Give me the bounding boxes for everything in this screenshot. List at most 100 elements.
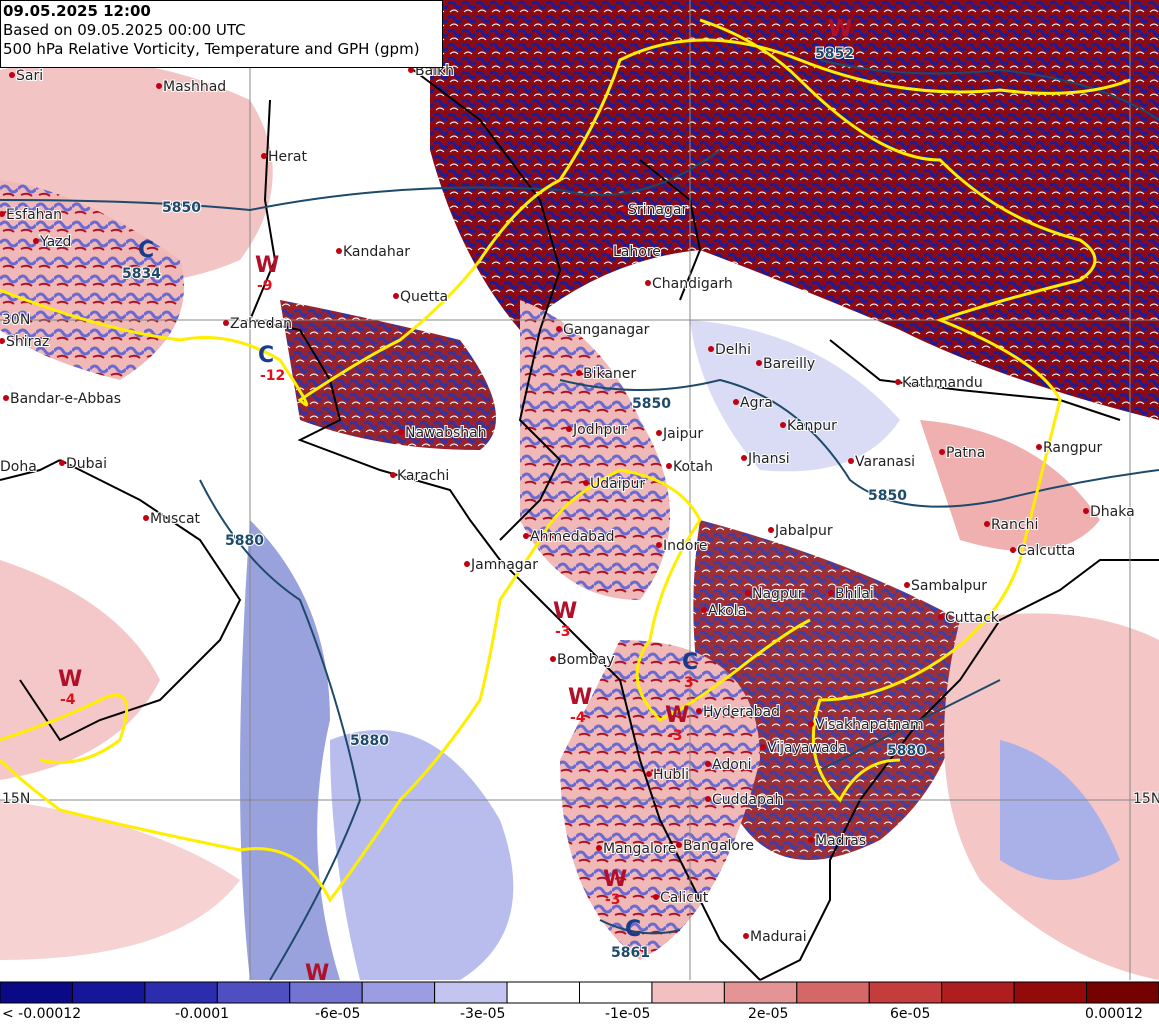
city-label: Ranchi — [991, 517, 1038, 533]
marker-letter: W — [603, 867, 627, 892]
gph-contours — [0, 59, 1159, 981]
city-dot — [743, 933, 749, 939]
marker-letter: W — [665, 703, 689, 728]
city-label: Quetta — [400, 289, 448, 305]
marker-value: -12 — [260, 368, 285, 384]
city-label: Kandahar — [343, 244, 410, 260]
city-dot — [408, 67, 414, 73]
city-dot — [606, 248, 612, 254]
marker-value: -3 — [605, 892, 621, 908]
city-label: Bombay — [557, 652, 615, 668]
city-label: Sambalpur — [911, 578, 987, 594]
city-dot — [741, 455, 747, 461]
city-dot — [984, 521, 990, 527]
city-label: Mashhad — [163, 79, 226, 95]
contour-label: 5880 — [225, 533, 264, 549]
marker-value: -4 — [60, 692, 76, 708]
city-label: Chandigarh — [652, 276, 733, 292]
colorbar-swatch — [434, 981, 508, 1004]
city-dot — [1010, 547, 1016, 553]
city-label: Ganganagar — [563, 322, 650, 338]
city-label: Jodhpur — [572, 422, 627, 438]
colorbar-swatch — [216, 981, 291, 1004]
city-dot — [828, 590, 834, 596]
contour-label: 5850 — [632, 396, 671, 412]
city-label: Jaipur — [662, 426, 703, 442]
city-dot — [464, 561, 470, 567]
city-label: Mangalore — [603, 841, 677, 857]
city-dot — [390, 472, 396, 478]
grid-label: 30N — [2, 312, 30, 328]
city-label: Udaipur — [590, 476, 645, 492]
city-dot — [780, 422, 786, 428]
colorbar-swatch — [361, 981, 436, 1004]
city-dot — [696, 708, 702, 714]
city-dot — [895, 379, 901, 385]
marker-value: -3 — [555, 624, 571, 640]
city-label: Shiraz — [6, 334, 49, 350]
city-dot — [701, 607, 707, 613]
colorbar-label: -6e-05 — [315, 1006, 360, 1022]
city-dot — [848, 458, 854, 464]
city-label: Delhi — [715, 342, 751, 358]
grid — [0, 0, 1159, 980]
city-dot — [808, 721, 814, 727]
city-label: Herat — [268, 149, 307, 165]
colorbar-swatch — [0, 981, 73, 1004]
city-dot — [576, 370, 582, 376]
map-labels: SariMashhadBalkhHeratEsfahanYazdKandahar… — [0, 17, 1159, 986]
colorbar-swatch — [723, 981, 798, 1004]
city-dot — [393, 293, 399, 299]
header: 09.05.2025 12:00 Based on 09.05.2025 00:… — [0, 0, 443, 68]
city-label: Varanasi — [855, 454, 915, 470]
city-dot — [939, 449, 945, 455]
contour-label: 5852 — [815, 46, 854, 62]
colorbar-swatch — [579, 981, 653, 1004]
city-dot — [708, 346, 714, 352]
city-label: Jhansi — [747, 451, 790, 467]
city-dot — [0, 211, 5, 217]
city-label: Madras — [815, 833, 866, 849]
city-dot — [566, 426, 572, 432]
city-dot — [261, 153, 267, 159]
city-label: Dubai — [66, 456, 107, 472]
city-label: Doha — [0, 459, 37, 475]
city-label: Muscat — [150, 511, 201, 527]
city-label: Dhaka — [1090, 504, 1135, 520]
marker-value: -9 — [257, 278, 273, 294]
grid-label: 15N — [1133, 791, 1159, 807]
colorbar-label: 0.00012 — [1085, 1006, 1143, 1022]
marker-value: 3 — [684, 675, 694, 691]
city-label: Yazd — [39, 234, 71, 250]
city-dot — [656, 542, 662, 548]
city-dot — [768, 527, 774, 533]
colorbar-swatch — [144, 981, 218, 1004]
header-title: 500 hPa Relative Vorticity, Temperature … — [3, 40, 420, 58]
colorbar-label: 6e-05 — [890, 1006, 930, 1022]
contour-label: 5880 — [887, 743, 926, 759]
city-label: Lahore — [613, 244, 661, 260]
city-dot — [760, 744, 766, 750]
city-label: Indore — [663, 538, 708, 554]
city-label: Bhilai — [835, 586, 874, 602]
grid-label: 15N — [2, 791, 30, 807]
city-dot — [0, 338, 5, 344]
city-dot — [59, 460, 65, 466]
city-label: Calicut — [660, 890, 709, 906]
temperature-contours — [0, 18, 1131, 903]
city-dot — [733, 399, 739, 405]
city-dot — [223, 320, 229, 326]
city-dot — [756, 360, 762, 366]
city-dot — [596, 845, 602, 851]
colorbar-swatch — [941, 981, 1015, 1004]
city-dot — [621, 206, 627, 212]
colorbar-label: -3e-05 — [460, 1006, 505, 1022]
colorbar-label: -1e-05 — [605, 1006, 650, 1022]
city-dot — [9, 72, 15, 78]
city-label: Madurai — [750, 929, 807, 945]
city-label: Jamnagar — [470, 557, 538, 573]
city-label: Vijayawada — [767, 740, 847, 756]
city-dot — [705, 761, 711, 767]
city-label: Nawabshah — [405, 425, 487, 441]
